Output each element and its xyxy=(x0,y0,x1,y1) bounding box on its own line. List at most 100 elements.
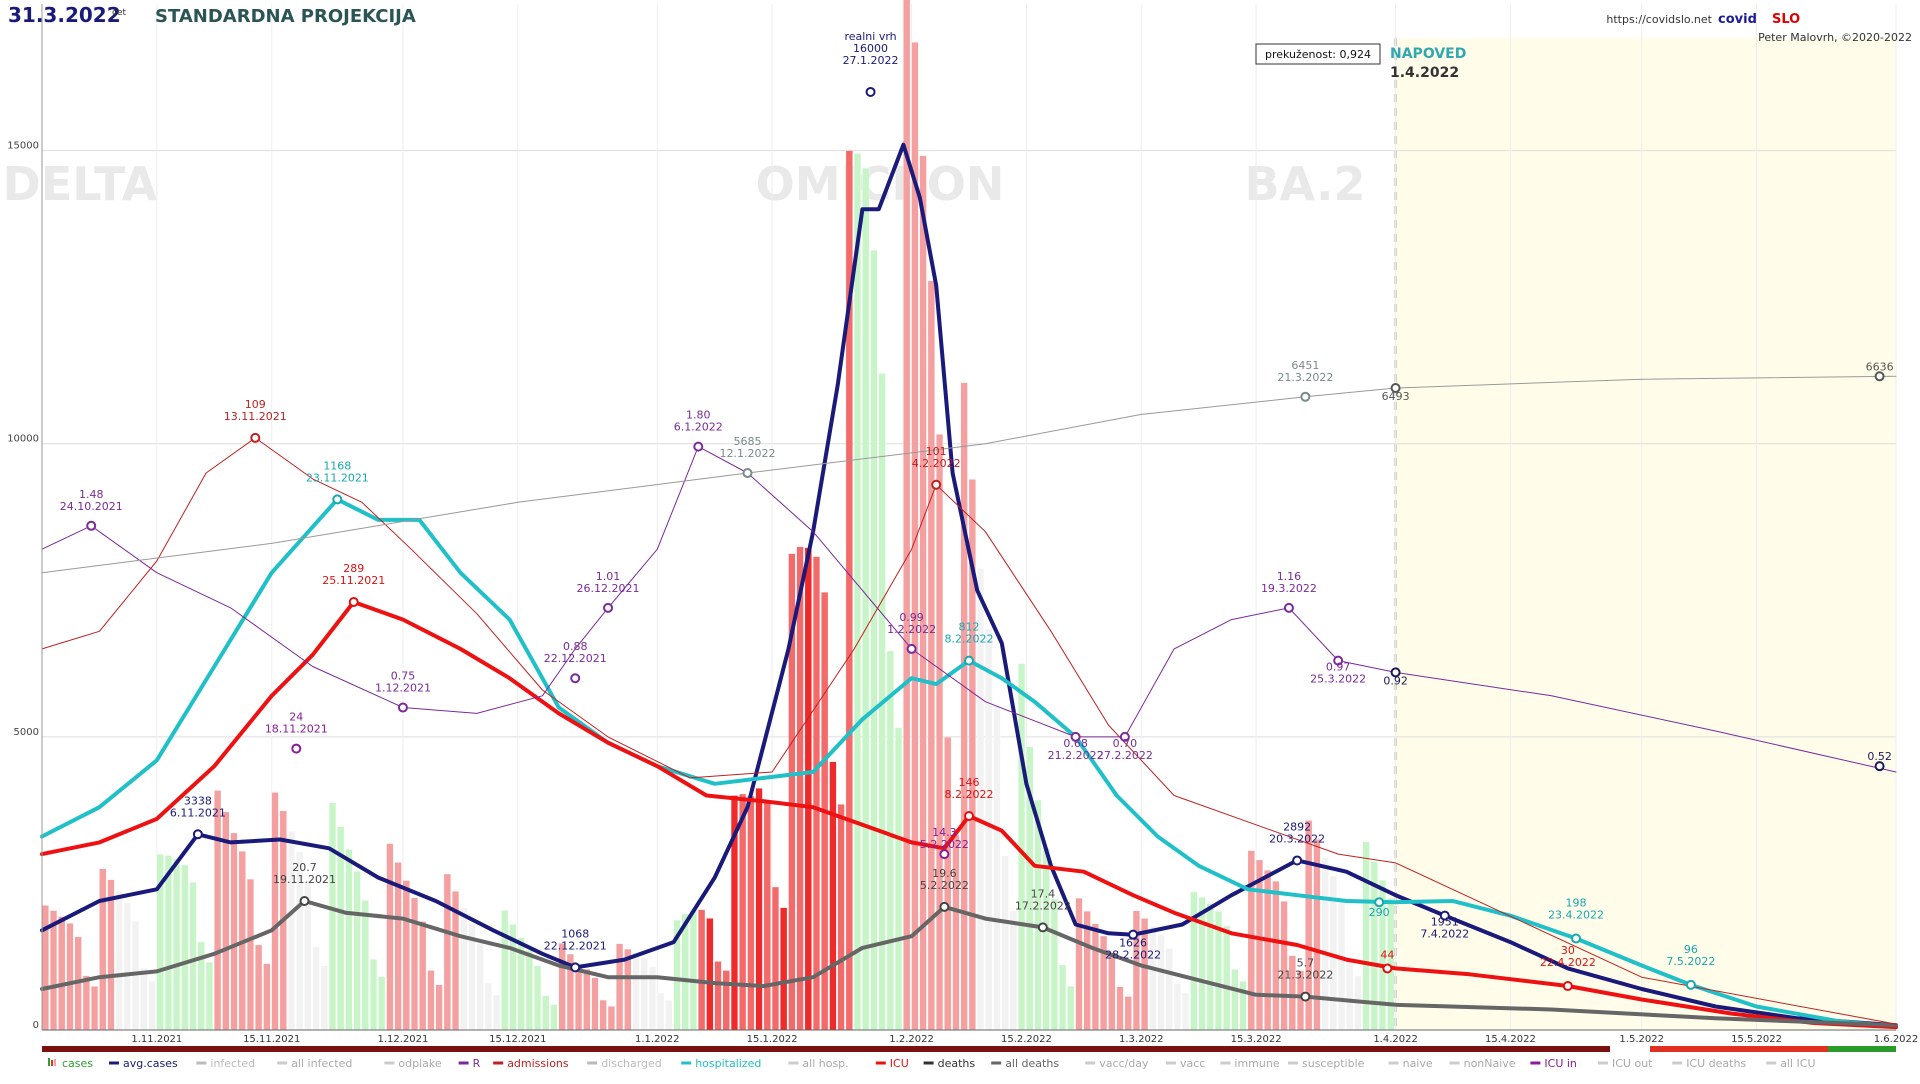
annotation-label: 19.6 xyxy=(932,867,957,880)
annotation-label: 24.10.2021 xyxy=(60,500,123,513)
annotation-label: 0.68 xyxy=(1063,737,1088,750)
case-bar xyxy=(591,977,599,1031)
header-title: STANDARDNA PROJEKCIJA xyxy=(155,6,416,27)
case-bar xyxy=(1182,992,1190,1031)
annotation-label: 1.12.2021 xyxy=(375,682,431,695)
annotation-label: 20.7 xyxy=(292,861,317,874)
case-bar xyxy=(960,382,968,1031)
case-bar xyxy=(1149,926,1157,1031)
case-bar xyxy=(345,849,353,1031)
annotation-marker xyxy=(1390,383,1401,394)
y-tick-label: 10000 xyxy=(7,434,39,445)
forecast-region xyxy=(1394,38,1896,1030)
case-bar xyxy=(427,970,435,1031)
legend-item: avg.cases xyxy=(123,1057,178,1070)
annotation-label: 28.2.2022 xyxy=(1105,949,1161,962)
case-bar xyxy=(205,962,213,1031)
annotation-label: 3338 xyxy=(184,794,212,807)
annotation-marker xyxy=(693,441,704,452)
annotation-label: 4.2.2022 xyxy=(912,457,961,470)
case-bar xyxy=(993,706,1001,1031)
case-bar xyxy=(435,984,443,1031)
annotation-marker xyxy=(1562,981,1573,992)
case-bar xyxy=(739,793,747,1031)
series-icu xyxy=(40,600,1898,1030)
legend-item: vacc/day xyxy=(1099,1057,1149,1070)
annotation-label: 0.70 xyxy=(1113,737,1138,750)
header-url[interactable]: https://covidslo.net xyxy=(1606,13,1712,26)
brand-covid: covid xyxy=(1718,12,1757,27)
case-bar xyxy=(255,944,263,1031)
annotation-label: 1.80 xyxy=(686,409,711,422)
annotation-marker xyxy=(1292,855,1303,866)
case-bar xyxy=(41,905,49,1031)
case-bar xyxy=(1264,870,1272,1031)
annotation-label: 0.97 xyxy=(1326,661,1351,674)
case-bar xyxy=(681,913,689,1031)
legend-item: vacc xyxy=(1180,1057,1205,1070)
series-r xyxy=(41,446,1897,773)
annotation-label: 146 xyxy=(959,776,980,789)
case-bar xyxy=(411,897,419,1031)
annotation-label: 13.11.2021 xyxy=(224,410,287,423)
header-author: Peter Malovrh, ©2020-2022 xyxy=(1758,31,1912,44)
annotation-label: 101 xyxy=(926,445,947,458)
case-bar xyxy=(1108,952,1116,1031)
case-bar xyxy=(214,790,222,1031)
annotation-label: 5.7 xyxy=(1297,957,1315,970)
annotation-label: 16000 xyxy=(853,42,888,55)
x-tick-label: 1.5.2022 xyxy=(1619,1034,1664,1045)
x-tick-label: 1.2.2022 xyxy=(889,1034,934,1045)
timeline-band xyxy=(1650,1046,1828,1052)
case-bar xyxy=(780,907,788,1031)
case-bar xyxy=(230,832,238,1031)
case-bar xyxy=(1091,923,1099,1031)
legend-item: naive xyxy=(1403,1057,1433,1070)
annotation-label: 0.99 xyxy=(899,611,924,624)
case-bar xyxy=(91,986,99,1031)
timeline-band xyxy=(1828,1046,1896,1052)
annotation-marker xyxy=(348,597,359,608)
case-bar xyxy=(689,910,697,1031)
case-bar xyxy=(1165,948,1173,1031)
case-bar xyxy=(1239,981,1247,1031)
annotation-label: 21.3.2022 xyxy=(1277,371,1333,384)
annotation-label: 19.11.2021 xyxy=(273,873,336,886)
variant-label: BA.2 xyxy=(1245,157,1366,211)
case-bar xyxy=(1001,855,1009,1031)
case-bar xyxy=(484,983,492,1031)
legend-item: deaths xyxy=(938,1057,976,1070)
case-bar xyxy=(1346,958,1354,1031)
series-avg-cases xyxy=(40,142,1898,1028)
legend-item: ICU deaths xyxy=(1686,1057,1746,1070)
annotation-marker xyxy=(1382,963,1393,974)
case-bar xyxy=(796,546,804,1031)
legend: cases avg.cases infected all infected odplak… xyxy=(48,1057,1816,1070)
legend-item: immune xyxy=(1234,1057,1279,1070)
annotation-label: 6451 xyxy=(1291,359,1319,372)
case-bar xyxy=(369,959,377,1031)
annotation-label: 96 xyxy=(1684,943,1698,956)
legend-item: ICU xyxy=(890,1057,909,1070)
case-bar xyxy=(607,1006,615,1031)
case-bar xyxy=(1009,910,1017,1031)
annotation-marker xyxy=(570,673,581,684)
case-bar xyxy=(189,882,197,1031)
annotation-marker xyxy=(1439,910,1450,921)
case-bar xyxy=(936,434,944,1031)
x-tick-label: 1.4.2022 xyxy=(1373,1034,1418,1045)
case-bar xyxy=(493,994,501,1031)
y-tick-label: 5000 xyxy=(14,727,39,738)
annotation-label: 1168 xyxy=(323,459,351,472)
annotation-marker xyxy=(192,829,203,840)
case-bar xyxy=(1190,891,1198,1031)
case-bar xyxy=(722,970,730,1031)
annotation-marker xyxy=(1685,979,1696,990)
annotation-marker xyxy=(603,602,614,613)
case-bar xyxy=(812,556,820,1031)
x-tick-label: 1.12.2021 xyxy=(378,1034,429,1045)
legend-item: all hosp. xyxy=(802,1057,848,1070)
header-day: čet xyxy=(112,7,126,18)
case-bar xyxy=(222,811,230,1031)
